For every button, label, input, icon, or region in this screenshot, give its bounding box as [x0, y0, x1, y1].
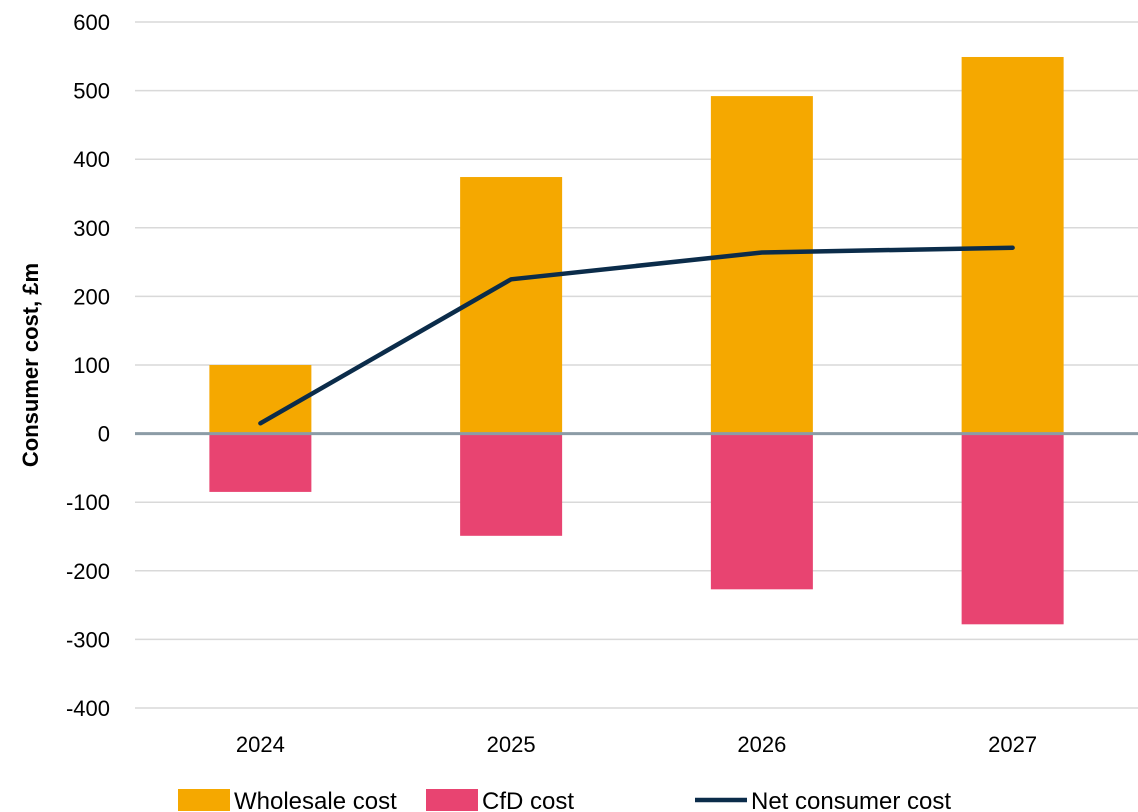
legend-item: Net consumer cost	[695, 788, 951, 812]
bar-cfd-cost	[209, 433, 312, 492]
x-tick-label: 2026	[737, 732, 786, 757]
bar-wholesale-cost	[710, 96, 813, 434]
bar-wholesale-cost	[961, 56, 1064, 434]
y-tick-label: 300	[73, 216, 110, 241]
x-tick-label: 2025	[487, 732, 536, 757]
legend: Wholesale cost CfD cost Net consumer cost	[178, 788, 951, 812]
legend-label: Net consumer cost	[751, 788, 951, 812]
y-tick-label: -200	[66, 559, 110, 584]
bar-cfd-cost	[460, 433, 563, 536]
y-tick-label: 600	[73, 10, 110, 35]
y-tick-label: 200	[73, 284, 110, 309]
legend-swatch	[178, 789, 230, 811]
legend-item: Wholesale cost	[178, 788, 397, 812]
legend-label: CfD cost	[482, 788, 574, 812]
y-tick-label: 0	[98, 422, 110, 447]
x-tick-label: 2027	[988, 732, 1037, 757]
y-tick-label: -100	[66, 490, 110, 515]
net-line	[258, 245, 1015, 426]
bar-cfd-cost	[961, 433, 1064, 625]
bars	[209, 56, 1064, 625]
y-tick-label: 400	[73, 147, 110, 172]
x-axis-ticks: 2024 2025 2026 2027	[236, 732, 1037, 757]
y-axis-title: Consumer cost, £m	[18, 263, 43, 467]
y-tick-label: -300	[66, 627, 110, 652]
legend-item: CfD cost	[426, 788, 574, 812]
x-tick-label: 2024	[236, 732, 285, 757]
legend-label: Wholesale cost	[234, 788, 397, 812]
bar-wholesale-cost	[460, 177, 563, 434]
y-tick-label: 100	[73, 353, 110, 378]
y-tick-label: -400	[66, 696, 110, 721]
y-axis-ticks: 600 500 400 300 200 100 0 -100 -200 -300 -400	[66, 10, 110, 721]
y-tick-label: 500	[73, 79, 110, 104]
bar-cfd-cost	[710, 433, 813, 590]
legend-swatch	[426, 789, 478, 811]
line-net-consumer-cost	[258, 245, 1015, 426]
